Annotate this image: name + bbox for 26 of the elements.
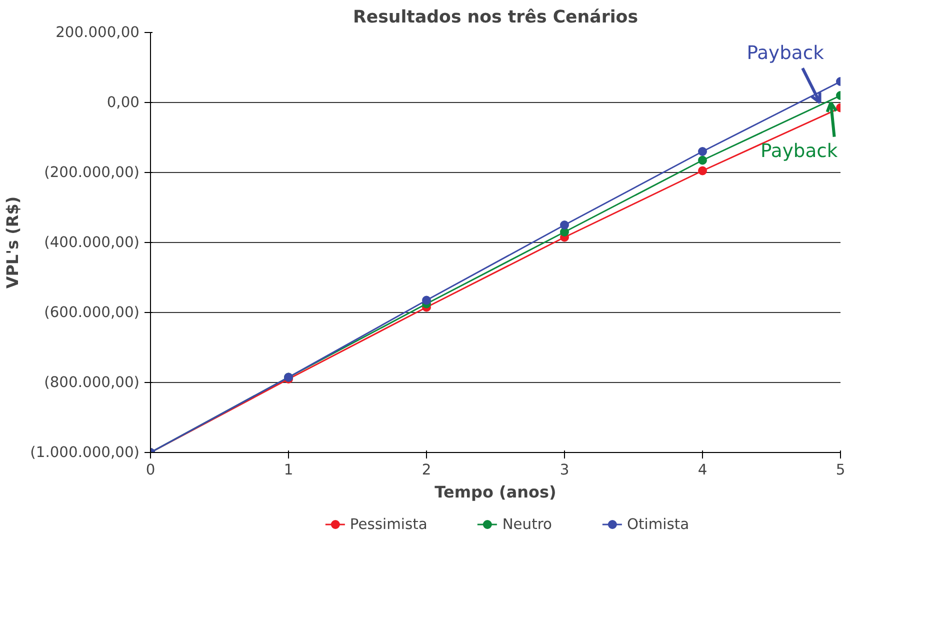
y-tick-label: (800.000,00) — [44, 374, 140, 391]
x-tick-label: 4 — [698, 462, 708, 478]
y-tick-label: (600.000,00) — [44, 304, 140, 321]
y-axis-title: VPL's (R$) — [3, 196, 22, 289]
x-tick-label: 3 — [560, 462, 570, 478]
x-tick-label: 1 — [284, 462, 294, 478]
y-tick-label: 0,00 — [106, 94, 140, 111]
x-tick-label: 5 — [836, 462, 846, 478]
y-tick-label: (400.000,00) — [44, 234, 140, 251]
y-tick-label: (1.000.000,00) — [30, 444, 140, 461]
y-tick-label: (200.000,00) — [44, 164, 140, 181]
x-axis-title: Tempo (anos) — [434, 482, 556, 502]
point — [698, 166, 707, 176]
legend-label: Neutro — [502, 516, 552, 532]
chart-title: Resultados nos três Cenários — [352, 8, 638, 28]
point — [698, 147, 707, 156]
point — [422, 296, 431, 305]
legend-label: Pessimista — [350, 516, 428, 532]
x-tick-label: 0 — [146, 462, 156, 478]
point — [560, 220, 569, 230]
y-tick-label: 200.000,00 — [56, 24, 140, 41]
x-tick-label: 2 — [422, 462, 432, 478]
legend-label: Otimista — [627, 516, 690, 532]
point — [698, 156, 707, 165]
annotation: Payback — [746, 43, 824, 64]
annotation: Payback — [760, 141, 838, 162]
